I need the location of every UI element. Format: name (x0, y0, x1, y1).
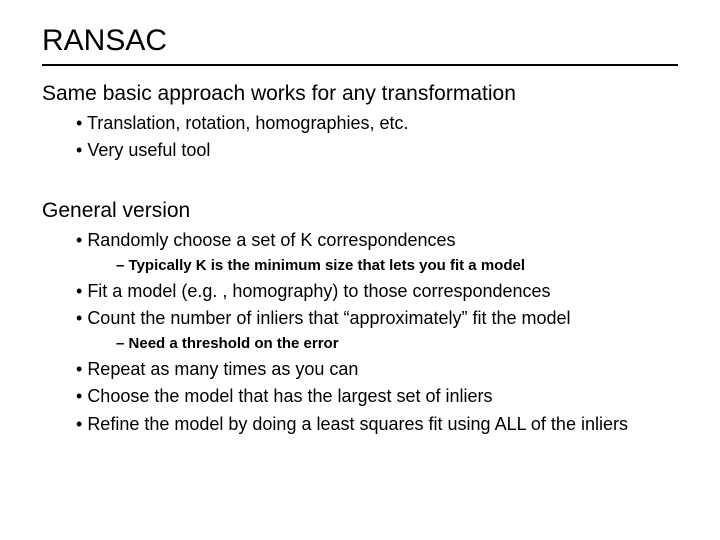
section2-item: Count the number of inliers that “approx… (76, 307, 678, 330)
section2-item: Randomly choose a set of K correspondenc… (76, 229, 678, 252)
title-underline (42, 64, 678, 66)
section2-item: Choose the model that has the largest se… (76, 385, 678, 408)
section2-subitem: Need a threshold on the error (116, 334, 678, 354)
slide-title: RANSAC (42, 24, 678, 58)
section1-bullet: Very useful tool (76, 139, 678, 162)
section2-item: Fit a model (e.g. , homography) to those… (76, 280, 678, 303)
section2-item: Repeat as many times as you can (76, 358, 678, 381)
section2-subitem: Typically K is the minimum size that let… (116, 256, 678, 276)
section1-heading: Same basic approach works for any transf… (42, 82, 678, 106)
section2-item: Refine the model by doing a least square… (76, 413, 678, 436)
section2-heading: General version (42, 199, 678, 223)
section1-bullet: Translation, rotation, homographies, etc… (76, 112, 678, 135)
